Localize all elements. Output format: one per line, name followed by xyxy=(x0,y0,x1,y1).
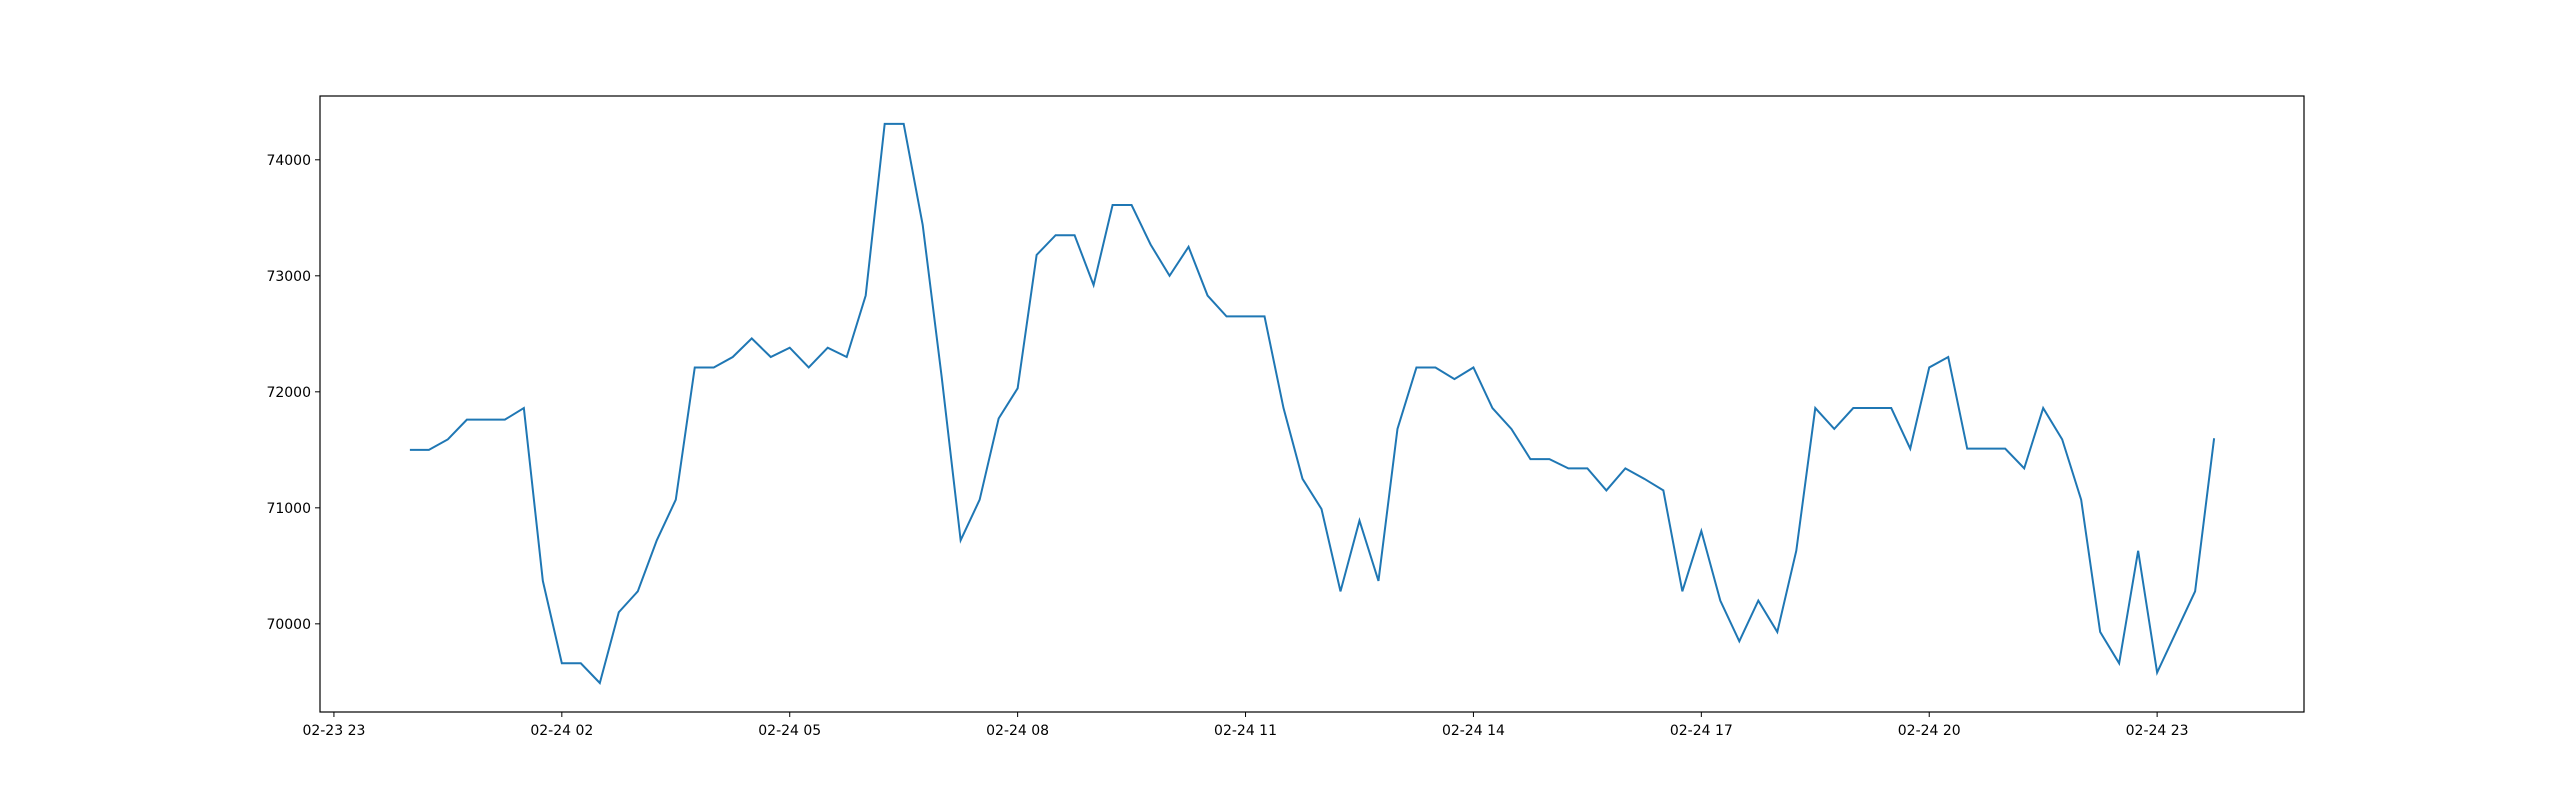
x-tick-label: 02-24 02 xyxy=(530,723,593,739)
x-tick-label: 02-24 20 xyxy=(1898,723,1961,739)
x-tick-label: 02-24 14 xyxy=(1442,723,1505,739)
plot-frame xyxy=(319,95,2305,713)
x-tick-label: 02-24 17 xyxy=(1670,723,1733,739)
y-tick-label: 72000 xyxy=(266,385,311,401)
y-tick-label: 70000 xyxy=(266,617,311,633)
data-line xyxy=(409,122,2216,685)
y-tick-label: 71000 xyxy=(266,501,311,517)
x-tick-label: 02-23 23 xyxy=(302,723,365,739)
x-tick-label: 02-24 05 xyxy=(758,723,821,739)
x-tick-label: 02-24 11 xyxy=(1214,723,1277,739)
y-tick-label: 74000 xyxy=(266,153,311,169)
y-tick-label: 73000 xyxy=(266,269,311,285)
x-tick-label: 02-24 23 xyxy=(2126,723,2189,739)
x-tick-label: 02-24 08 xyxy=(986,723,1049,739)
